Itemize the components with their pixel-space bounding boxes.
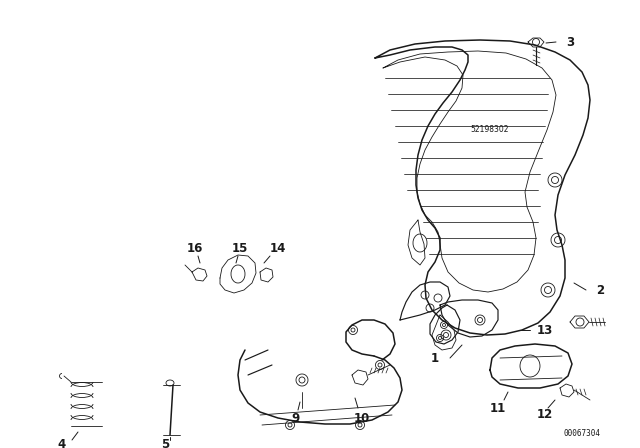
Text: 3: 3: [566, 35, 574, 48]
Text: 00067304: 00067304: [563, 429, 600, 438]
Text: 1: 1: [431, 352, 439, 365]
Text: 13: 13: [537, 323, 553, 336]
Text: 11: 11: [490, 401, 506, 414]
Text: 9: 9: [291, 412, 299, 425]
Text: 10: 10: [354, 412, 370, 425]
Text: 5: 5: [161, 439, 169, 448]
Text: 12: 12: [537, 409, 553, 422]
Text: 4: 4: [58, 439, 66, 448]
Text: 2: 2: [596, 284, 604, 297]
Text: 16: 16: [187, 241, 203, 254]
Text: 15: 15: [232, 241, 248, 254]
Text: 52198302: 52198302: [471, 125, 509, 134]
Text: 14: 14: [270, 241, 286, 254]
